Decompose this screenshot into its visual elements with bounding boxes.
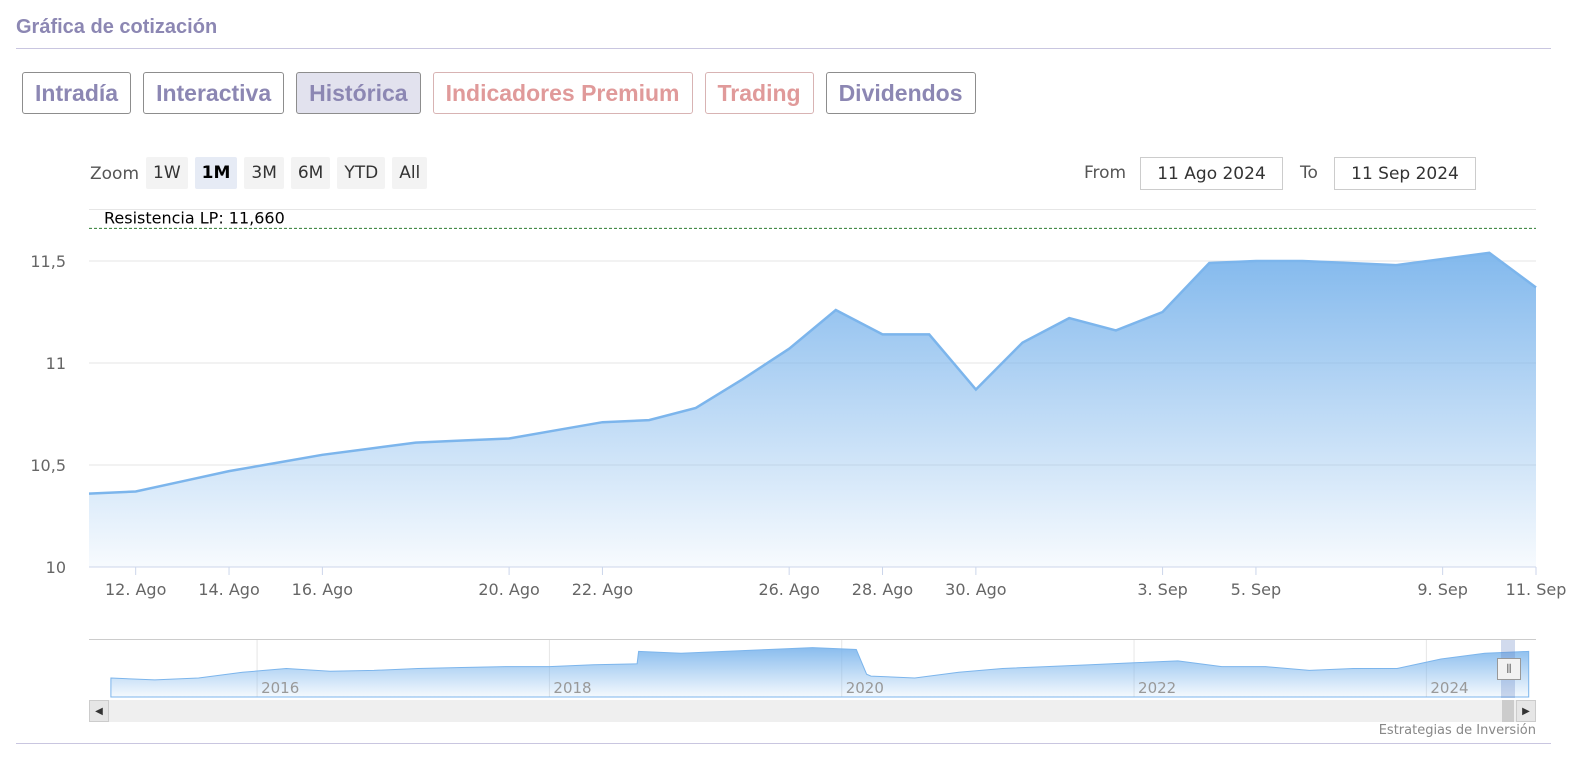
zoom-ytd-button[interactable]: YTD [337, 157, 386, 189]
price-chart[interactable]: Resistencia LP: 11,660 10 10,5 11 11,5 12. … [0, 210, 1569, 610]
zoom-1m-button[interactable]: 1M [194, 157, 238, 189]
zoom-3m-button[interactable]: 3M [244, 157, 284, 189]
y-axis-labels: 10 10,5 11 11,5 [30, 252, 66, 577]
x-tick-label: 30. Ago [945, 580, 1006, 599]
navigator-handle[interactable]: ⦀ [1497, 658, 1521, 680]
navigator-year-label: 2018 [553, 679, 591, 697]
section-title: Gráfica de cotización [16, 16, 218, 38]
scrollbar-thumb[interactable] [1502, 700, 1514, 722]
navigator-year-label: 2020 [846, 679, 884, 697]
zoom-buttons: 1W 1M 3M 6M YTD All [146, 157, 428, 189]
title-divider [16, 48, 1551, 49]
price-area-fill [89, 252, 1536, 568]
x-tick-label: 3. Sep [1137, 580, 1188, 599]
x-tick-label: 5. Sep [1231, 580, 1282, 599]
navigator-chart[interactable]: 2016 2018 2020 2022 2024 [89, 640, 1536, 700]
x-tick-label: 9. Sep [1417, 580, 1468, 599]
zoom-6m-button[interactable]: 6M [290, 157, 331, 189]
x-tick-label: 20. Ago [478, 580, 539, 599]
scroll-left-icon[interactable]: ◀ [89, 700, 109, 722]
bottom-divider [16, 743, 1551, 744]
y-tick-label: 10,5 [30, 456, 66, 475]
from-date-input[interactable]: 11 Ago 2024 [1140, 157, 1283, 190]
zoom-1w-button[interactable]: 1W [146, 157, 188, 189]
x-tick-label: 26. Ago [758, 580, 819, 599]
x-tick-label: 28. Ago [852, 580, 913, 599]
x-tick-label: 12. Ago [105, 580, 166, 599]
zoom-label: Zoom [90, 164, 140, 184]
chart-tabs: Intradía Interactiva Histórica Indicador… [22, 72, 976, 114]
to-date-input[interactable]: 11 Sep 2024 [1334, 157, 1476, 190]
tab-trading[interactable]: Trading [704, 72, 814, 114]
from-label: From [1084, 163, 1127, 183]
x-tick-label: 16. Ago [292, 580, 353, 599]
chart-top-divider [89, 209, 1536, 210]
price-series-line [88, 251, 1537, 495]
x-axis-labels: 12. Ago 14. Ago 16. Ago 20. Ago 22. Ago 26. A… [105, 567, 1566, 599]
y-tick-label: 11,5 [30, 252, 66, 271]
scroll-right-icon[interactable]: ▶ [1516, 700, 1536, 722]
navigator-year-label: 2022 [1138, 679, 1176, 697]
tab-intradia[interactable]: Intradía [22, 72, 132, 114]
resistance-label: Resistencia LP: 11,660 [104, 210, 285, 227]
x-tick-label: 22. Ago [572, 580, 633, 599]
tab-interactiva[interactable]: Interactiva [143, 72, 285, 114]
y-tick-label: 11 [46, 354, 66, 373]
navigator-top-border [89, 639, 1536, 640]
x-tick-label: 11. Sep [1506, 580, 1567, 599]
navigator-year-label: 2024 [1430, 679, 1468, 697]
x-tick-label: 14. Ago [198, 580, 259, 599]
navigator-year-label: 2016 [261, 679, 299, 697]
zoom-all-button[interactable]: All [392, 157, 428, 189]
navigator-area [110, 647, 1530, 698]
navigator-scrollbar[interactable]: ◀ ▶ [89, 700, 1536, 722]
tab-historica[interactable]: Histórica [296, 72, 421, 114]
y-tick-label: 10 [46, 558, 66, 577]
tab-dividendos[interactable]: Dividendos [825, 72, 976, 114]
navigator-year-labels: 2016 2018 2020 2022 2024 [261, 679, 1468, 697]
to-label: To [1300, 163, 1318, 183]
tab-indicadores-premium[interactable]: Indicadores Premium [432, 72, 693, 114]
chart-credits: Estrategias de Inversión [1378, 723, 1536, 738]
